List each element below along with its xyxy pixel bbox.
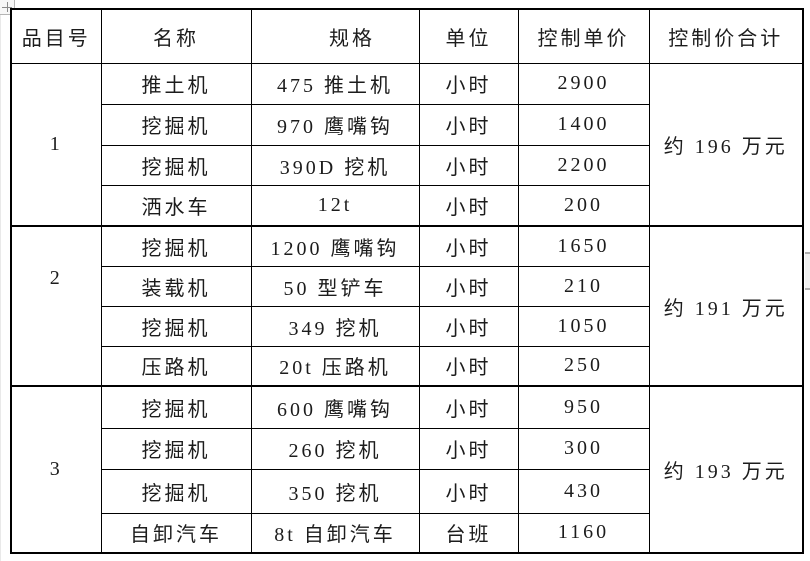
header-item-no[interactable]: 品目号: [10, 8, 102, 64]
name-cell[interactable]: 挖掘机: [100, 305, 252, 347]
total-cell[interactable]: 约 191 万元: [648, 225, 804, 387]
price-cell[interactable]: 1650: [517, 225, 650, 267]
name-cell[interactable]: 洒水车: [100, 184, 252, 227]
spec-cell[interactable]: 50 型铲车: [250, 265, 420, 307]
spec-cell[interactable]: 20t 压路机: [250, 345, 420, 387]
unit-cell[interactable]: 小时: [418, 225, 519, 267]
name-cell[interactable]: 压路机: [100, 345, 252, 387]
price-cell[interactable]: 1400: [517, 103, 650, 146]
unit-cell[interactable]: 小时: [418, 103, 519, 146]
scrollbar-thumb-icon[interactable]: [805, 252, 810, 290]
spec-cell[interactable]: 970 鹰嘴钩: [250, 103, 420, 146]
move-cross-icon: [7, 2, 8, 12]
table-row: 1 推土机 475 推土机 小时 2900 约 196 万元: [10, 62, 804, 227]
header-unit-price[interactable]: 控制单价: [517, 8, 650, 64]
name-cell[interactable]: 挖掘机: [100, 103, 252, 146]
unit-cell[interactable]: 小时: [418, 265, 519, 307]
spec-cell[interactable]: 475 推土机: [250, 62, 420, 105]
unit-cell[interactable]: 小时: [418, 184, 519, 227]
name-cell[interactable]: 自卸汽车: [100, 512, 252, 554]
price-cell[interactable]: 1160: [517, 512, 650, 554]
name-cell[interactable]: 推土机: [100, 62, 252, 105]
header-total-price[interactable]: 控制价合计: [648, 8, 804, 64]
item-no-text: 2: [49, 266, 63, 289]
name-cell[interactable]: 挖掘机: [100, 225, 252, 267]
table-row: 3 挖掘机 600 鹰嘴钩 小时 950 约 193 万元: [10, 385, 804, 554]
price-cell[interactable]: 430: [517, 468, 650, 514]
spec-cell[interactable]: 600 鹰嘴钩: [250, 385, 420, 429]
unit-cell[interactable]: 小时: [418, 62, 519, 105]
price-cell[interactable]: 950: [517, 385, 650, 429]
item-no-cell[interactable]: 2: [10, 225, 102, 387]
name-cell[interactable]: 挖掘机: [100, 385, 252, 429]
price-cell[interactable]: 2200: [517, 144, 650, 186]
price-cell[interactable]: 1050: [517, 305, 650, 347]
total-cell[interactable]: 约 193 万元: [648, 385, 804, 554]
spec-cell[interactable]: 8t 自卸汽车: [250, 512, 420, 554]
price-cell[interactable]: 200: [517, 184, 650, 227]
price-cell[interactable]: 250: [517, 345, 650, 387]
price-cell[interactable]: 210: [517, 265, 650, 307]
unit-cell[interactable]: 小时: [418, 144, 519, 186]
unit-cell[interactable]: 台班: [418, 512, 519, 554]
total-cell[interactable]: 约 196 万元: [648, 62, 804, 227]
unit-cell[interactable]: 小时: [418, 385, 519, 429]
header-unit[interactable]: 单位: [418, 8, 519, 64]
table-row: 挖掘机 970 鹰嘴钩 小时 1400: [11, 103, 803, 146]
unit-cell[interactable]: 小时: [418, 305, 519, 347]
unit-cell[interactable]: 小时: [418, 345, 519, 387]
table-row: 挖掘机 390D 挖机 小时 2200: [11, 144, 803, 186]
name-cell[interactable]: 装载机: [100, 265, 252, 307]
unit-cell[interactable]: 小时: [418, 427, 519, 470]
spec-cell[interactable]: 350 挖机: [250, 468, 420, 514]
table-row: 装载机 50 型铲车 小时 210: [11, 265, 803, 307]
spec-cell[interactable]: 12t: [250, 184, 420, 227]
price-cell[interactable]: 300: [517, 427, 650, 470]
spec-cell[interactable]: 349 挖机: [250, 305, 420, 347]
name-cell[interactable]: 挖掘机: [100, 468, 252, 514]
item-no-cell[interactable]: 3: [10, 385, 102, 554]
table-row: 洒水车 12t 小时 200: [11, 184, 803, 227]
spec-cell[interactable]: 260 挖机: [250, 427, 420, 470]
name-cell[interactable]: 挖掘机: [100, 427, 252, 470]
spec-cell[interactable]: 390D 挖机: [250, 144, 420, 186]
table-header-row: 品目号 名称 规格 单位 控制单价 控制价合计: [10, 8, 804, 64]
spec-cell[interactable]: 1200 鹰嘴钩: [250, 225, 420, 267]
name-cell[interactable]: 挖掘机: [100, 144, 252, 186]
table-row: 挖掘机 349 挖机 小时 1050: [11, 305, 803, 347]
table-row: 2 挖掘机 1200 鹰嘴钩 小时 1650 约 191 万元: [10, 225, 804, 387]
price-cell[interactable]: 2900: [517, 62, 650, 105]
item-no-cell[interactable]: 1: [10, 62, 102, 227]
table-row: 压路机 20t 压路机 小时 250: [11, 345, 803, 387]
header-name[interactable]: 名称: [100, 8, 252, 64]
header-spec[interactable]: 规格: [250, 8, 420, 64]
page-edge-line: [0, 14, 1, 561]
table-row: 自卸汽车 8t 自卸汽车 台班 1160: [11, 512, 803, 554]
unit-cell[interactable]: 小时: [418, 468, 519, 514]
price-control-table: 品目号 名称 规格 单位 控制单价 控制价合计 1 推土机 475 推土机 小时…: [10, 8, 804, 554]
